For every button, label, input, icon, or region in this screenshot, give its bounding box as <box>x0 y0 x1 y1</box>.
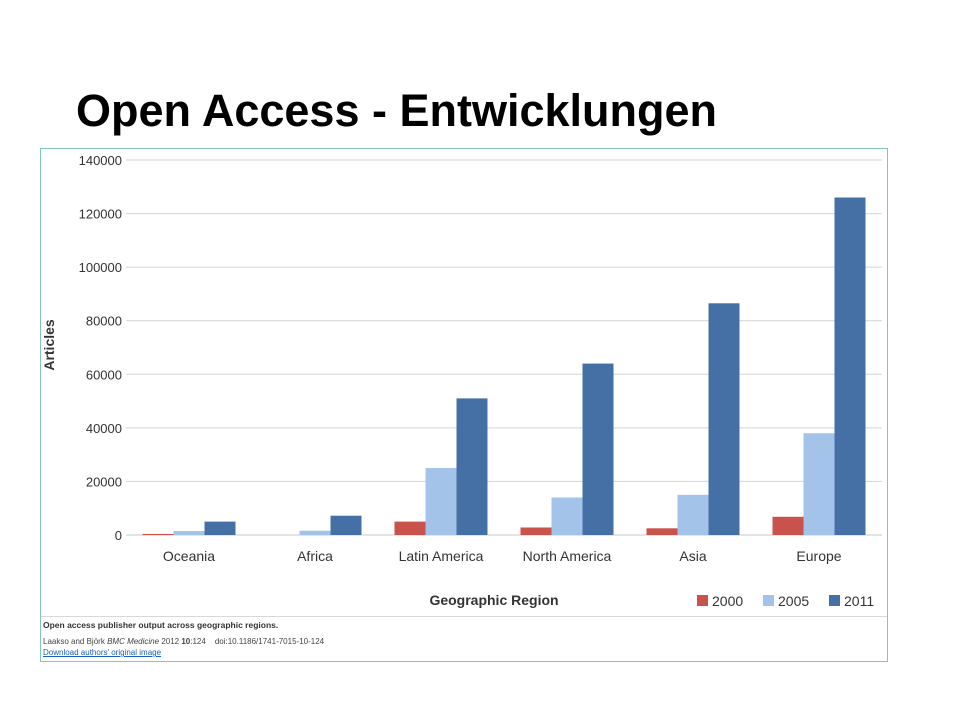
x-tick-labels: Oceania Africa Latin America North America A… <box>163 548 842 564</box>
legend-swatch-2011 <box>829 595 840 606</box>
y-tick-label: 80000 <box>86 314 122 329</box>
bar-2005-latin-america <box>425 468 457 535</box>
x-axis-title: Geographic Region <box>429 592 558 608</box>
caption-title: Open access publisher output across geog… <box>43 620 279 630</box>
citation-year: 2012 <box>161 637 180 646</box>
bar-2000-asia <box>646 528 678 535</box>
x-tick-label: Europe <box>796 548 841 564</box>
x-tick-label: Africa <box>297 548 333 564</box>
y-tick-label: 0 <box>115 528 122 543</box>
bar-2000-oceania <box>142 533 174 535</box>
y-tick-label: 20000 <box>86 474 122 489</box>
y-tick-label: 120000 <box>79 207 122 222</box>
y-tick-label: 140000 <box>79 153 122 168</box>
citation-pages: :124 <box>190 637 206 646</box>
legend-swatch-2005 <box>763 595 774 606</box>
caption-citation: Laakso and Björk BMC Medicine 2012 10:12… <box>43 636 885 647</box>
bar-2011-latin-america <box>456 398 488 535</box>
x-tick-label: Asia <box>679 548 706 564</box>
x-tick-label: Latin America <box>399 548 484 564</box>
bar-chart: 020000400006000080000100000120000140000 … <box>41 153 882 609</box>
slide-title: Open Access - Entwicklungen <box>76 85 717 136</box>
bar-2011-africa <box>330 515 362 535</box>
citation-authors: Laakso and Björk <box>43 637 105 646</box>
gridlines <box>126 159 882 536</box>
bar-2005-oceania <box>173 530 205 535</box>
x-tick-label: Oceania <box>163 548 215 564</box>
citation-journal: BMC Medicine <box>107 637 160 646</box>
citation-volume: 10 <box>181 637 191 646</box>
y-tick-labels: 0 20000 40000 60000 80000 100000 120000 140000 <box>79 153 122 543</box>
bar-2011-north-america <box>582 363 614 535</box>
bar-2011-oceania <box>204 521 236 535</box>
bar-2005-europe <box>803 433 835 535</box>
citation-doi: doi:10.1186/1741-7015-10-124 <box>214 637 325 646</box>
download-original-image-link[interactable]: Download authors' original image <box>43 648 162 657</box>
bar-2011-asia <box>708 303 740 535</box>
figure-caption: Open access publisher output across geog… <box>43 619 885 658</box>
legend-label-2005: 2005 <box>778 593 809 609</box>
y-tick-label: 100000 <box>79 260 122 275</box>
bar-2005-africa <box>299 530 331 535</box>
y-tick-label: 40000 <box>86 421 122 436</box>
legend: 2000 2005 2011 <box>697 593 874 609</box>
bar-2005-north-america <box>551 497 583 535</box>
caption-divider <box>41 616 887 617</box>
figure-frame: 0 20000 40000 60000 80000 100000 120000 140000 … <box>40 148 888 662</box>
bar-2000-north-america <box>520 527 552 535</box>
bars <box>142 197 866 535</box>
bar-2011-europe <box>834 197 866 535</box>
bar-2000-europe <box>772 516 804 535</box>
legend-swatch-2000 <box>697 595 708 606</box>
legend-label-2000: 2000 <box>712 593 743 609</box>
y-tick-label: 60000 <box>86 367 122 382</box>
legend-label-2011: 2011 <box>844 593 874 609</box>
x-tick-label: North America <box>523 548 612 564</box>
bar-2000-latin-america <box>394 521 426 535</box>
y-axis-title: Articles <box>41 319 57 371</box>
bar-2005-asia <box>677 494 709 535</box>
